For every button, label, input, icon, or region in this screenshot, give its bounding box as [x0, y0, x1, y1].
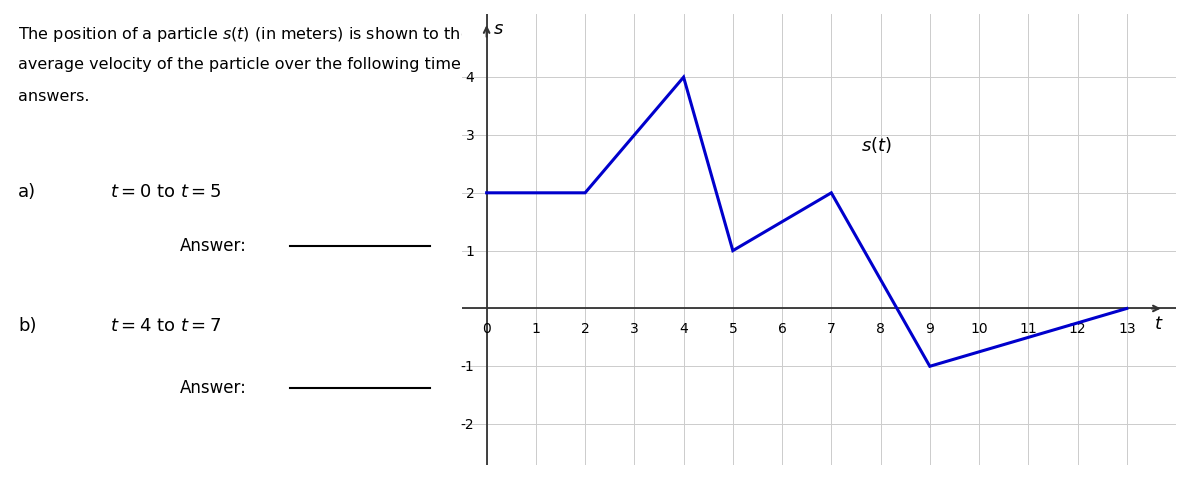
- Text: 10: 10: [971, 321, 988, 335]
- Text: Answer:: Answer:: [180, 378, 247, 396]
- Text: 3: 3: [466, 129, 474, 143]
- Text: t: t: [1156, 314, 1163, 332]
- Text: a): a): [18, 182, 36, 200]
- Text: 4: 4: [679, 321, 688, 335]
- Text: 0: 0: [482, 321, 491, 335]
- Text: $s(t)$: $s(t)$: [860, 135, 892, 154]
- Text: 13: 13: [1118, 321, 1135, 335]
- Text: -2: -2: [461, 417, 474, 431]
- Text: 3: 3: [630, 321, 638, 335]
- Text: 8: 8: [876, 321, 884, 335]
- Text: 1: 1: [466, 244, 474, 258]
- Text: average velocity of the particle over the following time intervals.  Be sure to : average velocity of the particle over th…: [18, 57, 817, 72]
- Text: 7: 7: [827, 321, 835, 335]
- Text: 4: 4: [466, 71, 474, 85]
- Text: 9: 9: [925, 321, 935, 335]
- Text: 11: 11: [1020, 321, 1037, 335]
- Text: $t = 4$ to $t = 7$: $t = 4$ to $t = 7$: [110, 317, 221, 334]
- Text: b): b): [18, 317, 36, 334]
- Text: $t = 0$ to $t = 5$: $t = 0$ to $t = 5$: [110, 182, 221, 200]
- Text: 2: 2: [581, 321, 589, 335]
- Text: answers.: answers.: [18, 89, 90, 104]
- Text: The position of a particle $s(t)$ (in meters) is shown to the right as a functio: The position of a particle $s(t)$ (in me…: [18, 25, 838, 44]
- Text: 12: 12: [1069, 321, 1086, 335]
- Text: Answer:: Answer:: [180, 237, 247, 255]
- Text: s: s: [494, 20, 504, 38]
- Text: 5: 5: [728, 321, 737, 335]
- Text: -1: -1: [461, 360, 474, 374]
- Text: 6: 6: [778, 321, 786, 335]
- Text: 1: 1: [532, 321, 540, 335]
- Text: 2: 2: [466, 186, 474, 200]
